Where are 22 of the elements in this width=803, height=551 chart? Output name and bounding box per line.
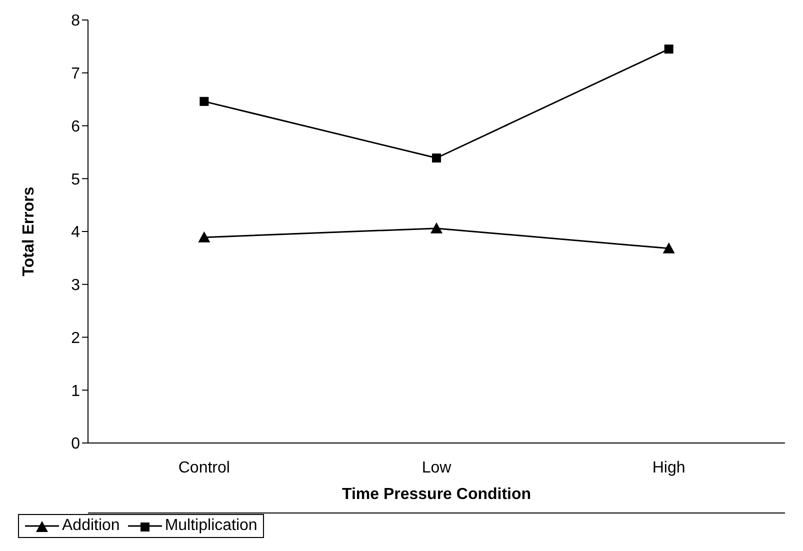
y-tick-label: 0: [71, 436, 80, 453]
y-tick-label: 7: [71, 66, 80, 83]
x-axis-title: Time Pressure Condition: [342, 486, 532, 503]
legend-label: Multiplication: [164, 517, 258, 535]
y-tick-label: 2: [71, 330, 80, 347]
x-tick-label: Low: [422, 459, 452, 476]
point: [430, 222, 442, 234]
y-axis-title: Total Errors: [20, 186, 38, 276]
legend-label: Addition: [62, 517, 120, 535]
point: [662, 242, 675, 254]
y-tick-label: 5: [71, 171, 80, 188]
y-tick-label: 8: [71, 12, 80, 30]
y-tick-label: 6: [71, 118, 80, 136]
y-tick-label: 4: [71, 224, 80, 242]
point: [664, 44, 674, 54]
y-tick-label: 1: [71, 382, 80, 400]
x-tick-label: Control: [178, 459, 230, 476]
x-tick-label: High: [652, 459, 686, 476]
point: [198, 231, 210, 242]
point: [432, 154, 441, 163]
y-tick-label: 3: [71, 277, 80, 294]
point: [200, 96, 209, 106]
